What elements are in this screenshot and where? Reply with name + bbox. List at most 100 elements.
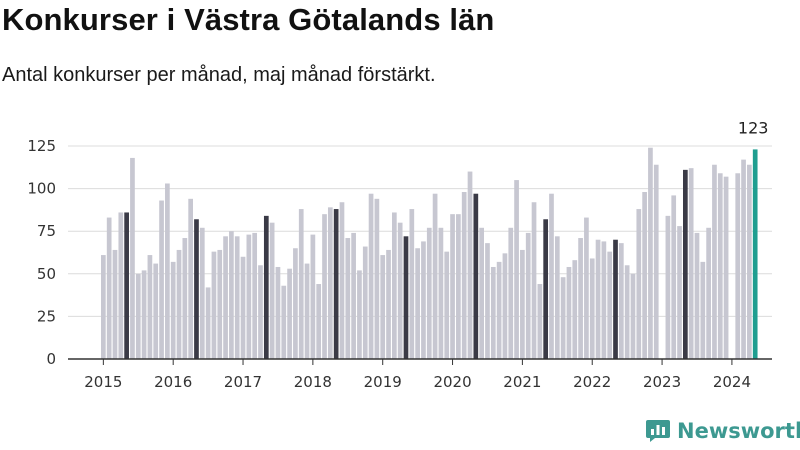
bar bbox=[362, 246, 368, 359]
x-tick-label: 2015 bbox=[84, 373, 122, 391]
bar bbox=[671, 195, 677, 359]
bar bbox=[624, 265, 630, 359]
bar bbox=[456, 214, 461, 359]
bar bbox=[153, 263, 159, 359]
bar bbox=[688, 168, 694, 359]
bar bbox=[700, 261, 706, 359]
bar bbox=[234, 236, 240, 359]
y-tick-label: 25 bbox=[37, 307, 56, 325]
bar bbox=[182, 238, 188, 359]
bar bbox=[287, 268, 292, 359]
bar bbox=[112, 249, 118, 359]
bar bbox=[584, 217, 589, 359]
bar bbox=[589, 258, 595, 359]
latest-value-label: 123 bbox=[738, 118, 769, 137]
bar bbox=[194, 219, 199, 359]
brand-name: Newsworthy bbox=[677, 419, 800, 443]
bar bbox=[461, 192, 467, 359]
bar bbox=[549, 193, 554, 359]
bar bbox=[595, 239, 601, 359]
bar bbox=[101, 255, 106, 359]
bar bbox=[566, 266, 572, 359]
x-tick-label: 2024 bbox=[713, 373, 751, 391]
bar bbox=[397, 222, 403, 359]
y-tick-label: 50 bbox=[37, 265, 56, 283]
bar bbox=[607, 251, 613, 359]
bar bbox=[351, 232, 356, 359]
bar bbox=[258, 265, 263, 359]
bar bbox=[327, 207, 333, 359]
bar bbox=[496, 261, 502, 359]
bar bbox=[642, 192, 647, 359]
bar bbox=[135, 273, 141, 359]
bar bbox=[531, 202, 537, 359]
bar bbox=[275, 266, 281, 359]
bar bbox=[106, 217, 112, 359]
bar bbox=[426, 227, 432, 359]
bar bbox=[653, 164, 659, 359]
bar bbox=[485, 243, 490, 359]
bar bbox=[229, 231, 234, 359]
bar bbox=[205, 287, 211, 359]
bar bbox=[368, 193, 374, 359]
bar bbox=[648, 147, 653, 359]
x-tick-label: 2016 bbox=[154, 373, 192, 391]
bar bbox=[514, 180, 519, 359]
bar bbox=[223, 236, 228, 359]
chart-subtitle: Antal konkurser per månad, maj månad för… bbox=[2, 64, 436, 86]
bar bbox=[752, 149, 758, 359]
x-tick-label: 2023 bbox=[643, 373, 681, 391]
bar bbox=[392, 212, 397, 359]
bar bbox=[665, 215, 671, 359]
bar bbox=[263, 215, 269, 359]
bar bbox=[281, 285, 287, 359]
bar bbox=[316, 284, 322, 359]
newsworthy-logo-icon bbox=[646, 420, 670, 442]
bar bbox=[560, 277, 566, 359]
bar bbox=[240, 256, 246, 359]
x-tick-label: 2019 bbox=[364, 373, 402, 391]
bar bbox=[490, 266, 496, 359]
bar bbox=[712, 164, 717, 359]
bar bbox=[520, 249, 525, 359]
bar bbox=[415, 248, 420, 359]
bar bbox=[269, 222, 275, 359]
bar bbox=[636, 209, 642, 359]
x-tick-label: 2020 bbox=[433, 373, 471, 391]
bar bbox=[741, 159, 746, 359]
bar bbox=[188, 198, 193, 359]
bar bbox=[170, 261, 176, 359]
bar bbox=[333, 209, 339, 359]
bar bbox=[706, 227, 711, 359]
bar bbox=[554, 236, 560, 359]
bar bbox=[345, 238, 351, 359]
bar bbox=[386, 249, 391, 359]
bar bbox=[176, 249, 182, 359]
bar bbox=[147, 255, 153, 359]
y-tick-label: 0 bbox=[46, 350, 56, 368]
bar bbox=[683, 169, 688, 359]
bar bbox=[502, 253, 508, 359]
bar bbox=[717, 173, 723, 359]
bar bbox=[118, 212, 124, 359]
bar bbox=[479, 227, 484, 359]
bar bbox=[473, 193, 479, 359]
bar bbox=[432, 193, 438, 359]
bar bbox=[159, 200, 164, 359]
bar bbox=[165, 183, 170, 359]
bar bbox=[578, 238, 583, 359]
bar bbox=[409, 209, 415, 359]
bar bbox=[304, 263, 310, 359]
bar bbox=[124, 212, 129, 359]
bar bbox=[130, 157, 135, 359]
bar bbox=[630, 273, 636, 359]
x-tick-label: 2021 bbox=[503, 373, 541, 391]
bar bbox=[403, 236, 409, 359]
bar bbox=[694, 232, 700, 359]
bar bbox=[735, 173, 741, 359]
chart-title: Konkurser i Västra Götalands län bbox=[2, 2, 495, 37]
bar bbox=[572, 260, 578, 359]
bar bbox=[252, 232, 258, 359]
y-tick-label: 125 bbox=[27, 137, 56, 155]
